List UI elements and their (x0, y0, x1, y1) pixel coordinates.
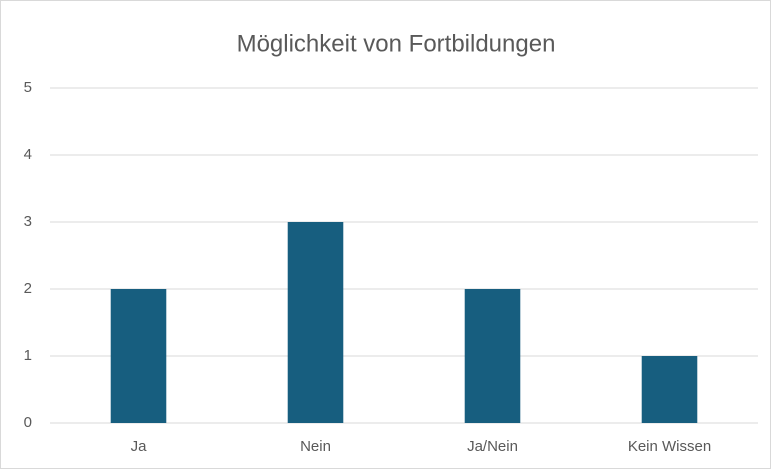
bar (464, 289, 521, 423)
x-tick-label: Ja/Nein (467, 438, 518, 455)
bar (110, 289, 167, 423)
y-tick-label: 4 (24, 146, 32, 163)
y-tick-label: 0 (24, 414, 32, 431)
y-tick-label: 5 (24, 79, 32, 96)
x-tick-label: Nein (300, 438, 331, 455)
y-tick-label: 3 (24, 213, 32, 230)
y-tick-label: 1 (24, 347, 32, 364)
x-tick-label: Kein Wissen (628, 438, 711, 455)
bar (287, 222, 344, 423)
bar (641, 356, 698, 423)
x-tick-label: Ja (131, 438, 148, 455)
y-tick-label: 2 (24, 280, 32, 297)
chart-title: Möglichkeit von Fortbildungen (237, 30, 556, 57)
